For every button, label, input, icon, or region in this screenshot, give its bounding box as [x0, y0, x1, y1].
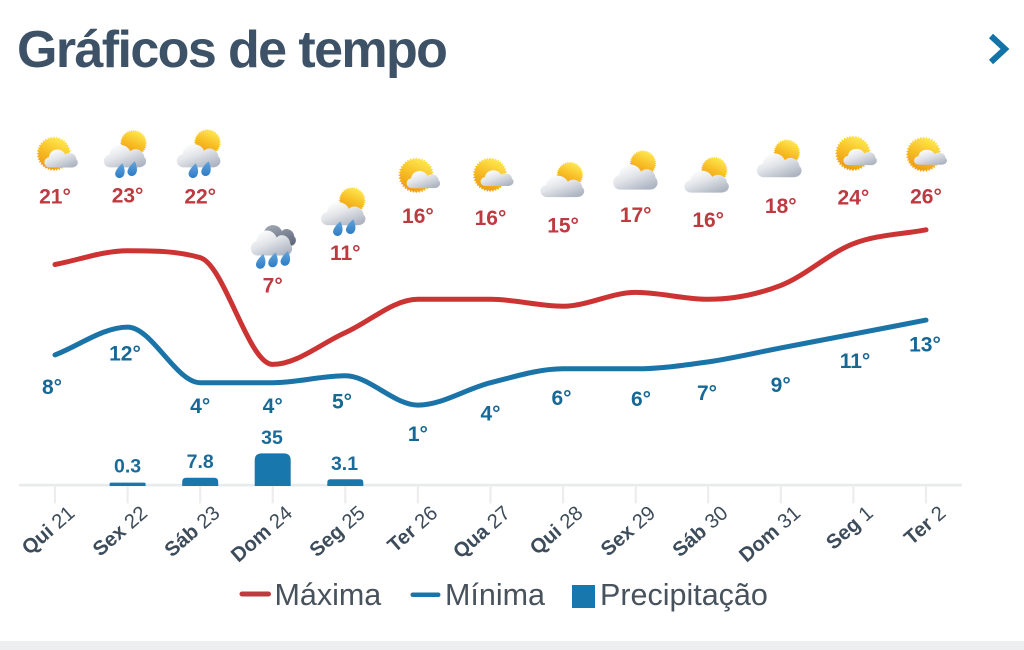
- svg-text:7.8: 7.8: [187, 451, 214, 473]
- svg-text:6°: 6°: [631, 388, 651, 411]
- svg-text:22°: 22°: [184, 185, 216, 208]
- svg-text:35: 35: [261, 427, 283, 449]
- svg-text:Qui 21: Qui 21: [18, 502, 79, 559]
- svg-text:Sex 29: Sex 29: [597, 502, 660, 561]
- svg-text:Dom 24: Dom 24: [227, 502, 297, 567]
- svg-text:15°: 15°: [547, 215, 579, 238]
- svg-text:7°: 7°: [263, 275, 283, 298]
- svg-text:26°: 26°: [910, 186, 942, 209]
- svg-text:17°: 17°: [620, 204, 652, 227]
- svg-text:Ter 26: Ter 26: [384, 502, 442, 557]
- svg-text:Sex 22: Sex 22: [89, 502, 152, 561]
- svg-text:21°: 21°: [39, 185, 71, 208]
- svg-text:9°: 9°: [771, 374, 791, 397]
- svg-text:Seg 1: Seg 1: [822, 502, 877, 554]
- svg-text:8°: 8°: [42, 376, 62, 399]
- svg-text:1°: 1°: [408, 423, 428, 446]
- svg-text:4°: 4°: [480, 403, 500, 426]
- svg-text:18°: 18°: [765, 195, 797, 218]
- svg-text:Sáb 23: Sáb 23: [161, 502, 225, 562]
- svg-text:0.3: 0.3: [114, 455, 141, 477]
- svg-text:Mínima: Mínima: [445, 578, 545, 612]
- svg-text:11°: 11°: [330, 242, 361, 265]
- svg-text:Gráficos de tempo: Gráficos de tempo: [17, 21, 446, 79]
- svg-text:16°: 16°: [692, 209, 724, 232]
- svg-text:Seg 25: Seg 25: [306, 502, 370, 562]
- svg-text:Qua 27: Qua 27: [449, 502, 514, 563]
- svg-text:11°: 11°: [840, 350, 871, 373]
- svg-text:Dom 31: Dom 31: [735, 502, 805, 567]
- svg-text:Sáb 30: Sáb 30: [669, 502, 733, 562]
- svg-text:7°: 7°: [697, 382, 717, 405]
- svg-text:16°: 16°: [402, 205, 434, 228]
- svg-text:Ter 2: Ter 2: [900, 502, 950, 549]
- svg-text:13°: 13°: [909, 334, 941, 357]
- svg-text:16°: 16°: [475, 207, 507, 230]
- svg-text:3.1: 3.1: [331, 453, 358, 475]
- svg-text:23°: 23°: [112, 185, 144, 208]
- svg-text:6°: 6°: [551, 387, 571, 410]
- svg-text:Qui 28: Qui 28: [526, 502, 587, 559]
- svg-text:Precipitação: Precipitação: [600, 578, 768, 612]
- svg-text:5°: 5°: [332, 391, 352, 414]
- svg-text:Máxima: Máxima: [275, 578, 382, 612]
- svg-text:4°: 4°: [263, 395, 283, 418]
- svg-text:12°: 12°: [109, 343, 141, 366]
- svg-text:24°: 24°: [838, 186, 870, 209]
- svg-text:4°: 4°: [190, 395, 210, 418]
